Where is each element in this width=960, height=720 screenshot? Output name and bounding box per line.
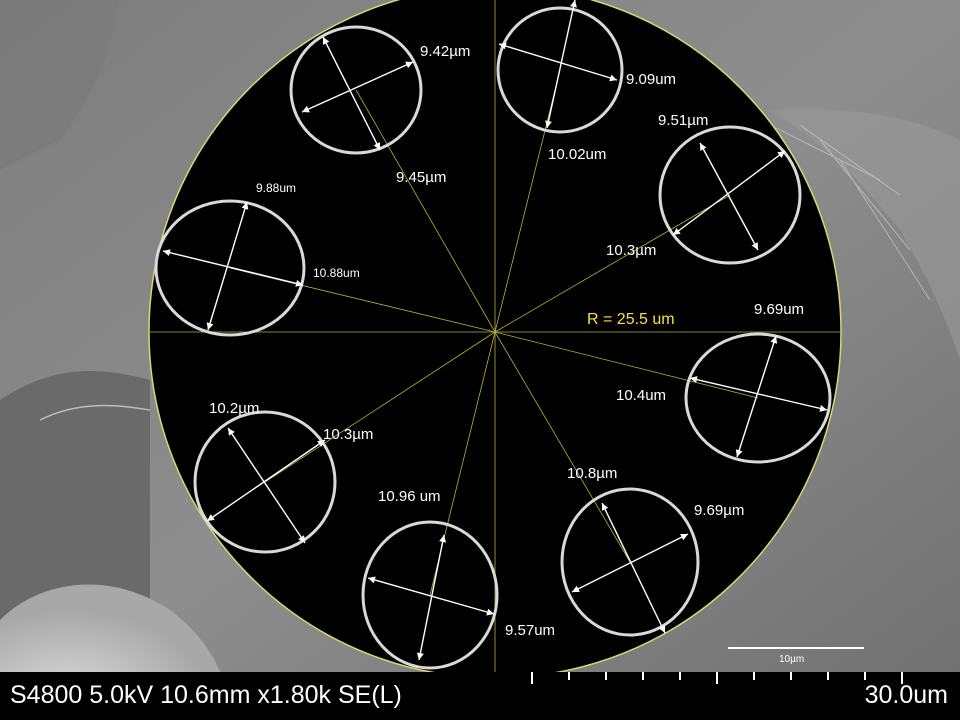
arrowhead [323, 37, 330, 45]
substrate-debris [759, 119, 931, 301]
arrowhead [700, 143, 707, 151]
field-of-view: 30.0um [864, 681, 948, 709]
measurement-arrow [571, 533, 689, 593]
arrowhead [570, 0, 577, 8]
measurement-label: 10.3µm [606, 242, 656, 259]
air-hole [684, 332, 832, 464]
substrate-texture-left [0, 0, 120, 170]
measurement-arrow [367, 577, 495, 615]
arrowhead [163, 249, 171, 257]
measurement-arrow [689, 377, 828, 411]
measurement-label: 9.69µm [694, 502, 744, 519]
arrowhead [207, 514, 215, 521]
arrowhead [751, 242, 758, 250]
measurement-label: 9.09um [626, 71, 676, 88]
measurement-arrow [418, 534, 445, 661]
measurement-arrow [546, 0, 576, 129]
arrowhead [228, 428, 235, 436]
arrowhead [601, 503, 609, 511]
arrowhead [658, 625, 666, 633]
arrowhead [295, 279, 303, 287]
instrument-settings: S4800 5.0kV 10.6mm x1.80k SE(L) [10, 681, 402, 709]
arrowhead [298, 535, 305, 543]
measurement-label: 9.57um [505, 622, 555, 639]
measurement-arrow [498, 43, 618, 81]
measurement-label: 10.2µm [209, 400, 259, 417]
arrowhead [609, 74, 617, 82]
arrowhead [572, 585, 580, 592]
measurement-arrow [301, 61, 414, 113]
arrowhead [206, 322, 214, 330]
arrowhead [302, 105, 310, 113]
measurement-arrow [162, 250, 304, 286]
measurement-arrow [207, 201, 248, 331]
air-hole [560, 487, 700, 637]
arrowhead [405, 61, 413, 69]
arrowhead [680, 534, 688, 541]
sem-info-bar: S4800 5.0kV 10.6mm x1.80k SE(L) 30.0um [0, 672, 960, 720]
arrowhead [416, 652, 424, 660]
air-hole [496, 6, 624, 134]
arrowhead [241, 202, 249, 210]
arrowhead [499, 42, 507, 50]
measurement-label: 10.8µm [567, 465, 617, 482]
arrowhead [770, 336, 778, 344]
measurement-arrow [672, 150, 786, 236]
arrowhead [317, 440, 325, 447]
air-hole [658, 125, 802, 265]
measurement-arrow [601, 502, 666, 634]
arrowhead [373, 142, 380, 150]
measurement-label: 9.45µm [396, 169, 446, 186]
measurement-label: 9.42µm [420, 43, 470, 60]
substrate-texture-right [770, 109, 960, 361]
air-hole [193, 410, 337, 554]
measurement-arrow [227, 427, 306, 544]
arrowhead [673, 228, 681, 235]
air-holes [154, 0, 832, 670]
radius-label: R = 25.5 um [587, 311, 675, 328]
measurement-arrow [206, 439, 326, 522]
measurement-arrow [699, 142, 759, 251]
measurement-label: 10.4um [616, 387, 666, 404]
measurement-label: 9.88um [256, 181, 296, 195]
arrowhead [819, 404, 827, 412]
arrowhead [735, 449, 743, 457]
measurement-label: 9.51µm [658, 112, 708, 129]
measurement-label: 9.69um [754, 301, 804, 318]
arrowhead [486, 608, 494, 616]
measurement-label: 10.3µm [323, 426, 373, 443]
measurement-label: 10.96 um [378, 488, 441, 505]
measurement-label: 10.02um [548, 146, 606, 163]
arrowhead [439, 535, 447, 543]
measurement-arrow [322, 36, 381, 151]
measurement-arrow [736, 335, 777, 458]
substrate-ridge [39, 404, 151, 421]
arrowhead [690, 376, 698, 384]
air-hole [154, 199, 306, 337]
air-hole [361, 520, 499, 670]
air-hole [289, 25, 423, 155]
scale-bar-label: 10µm [779, 654, 804, 665]
arrowhead [777, 151, 785, 158]
arrowhead [545, 120, 552, 128]
arrowhead [368, 576, 376, 584]
measurement-label: 10.88um [313, 266, 360, 280]
